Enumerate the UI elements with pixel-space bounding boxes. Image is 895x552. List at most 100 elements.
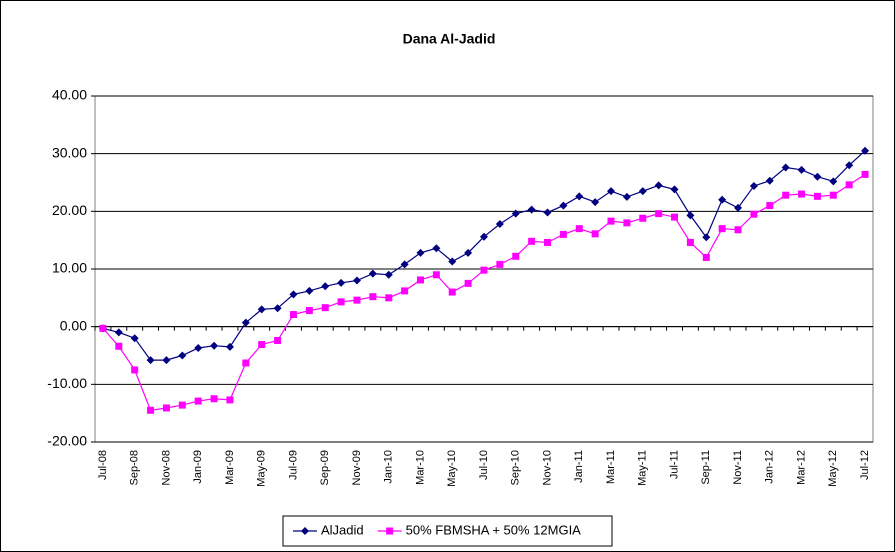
marker — [527, 205, 536, 214]
marker — [273, 304, 282, 313]
marker — [734, 226, 742, 234]
x-tick-label: May-12 — [827, 450, 839, 487]
marker — [464, 279, 472, 287]
marker — [386, 527, 394, 535]
marker — [544, 238, 552, 246]
marker — [258, 341, 266, 349]
marker — [289, 311, 297, 319]
x-tick-label: Jul-12 — [859, 450, 871, 480]
marker — [765, 176, 774, 185]
marker — [194, 397, 202, 405]
marker — [639, 214, 647, 222]
x-tick-label: Mar-09 — [224, 450, 236, 485]
marker — [622, 192, 631, 201]
marker — [829, 191, 837, 199]
marker — [781, 163, 790, 172]
marker — [147, 406, 155, 414]
x-tick-label: May-09 — [256, 450, 268, 487]
marker — [559, 201, 568, 210]
marker — [749, 181, 758, 190]
marker — [241, 318, 250, 327]
x-tick-label: May-10 — [446, 450, 458, 487]
marker — [495, 220, 504, 229]
x-tick-label: Mar-10 — [414, 450, 426, 485]
marker — [559, 230, 567, 238]
marker — [654, 181, 663, 190]
marker — [575, 225, 583, 233]
marker — [623, 219, 631, 227]
marker — [162, 404, 170, 412]
marker — [301, 527, 309, 535]
legend-label: 50% FBMSHA + 50% 12MGIA — [406, 522, 582, 537]
marker — [702, 233, 711, 242]
marker — [480, 266, 488, 274]
marker — [337, 298, 345, 306]
marker — [813, 192, 821, 200]
legend-label: AlJadid — [321, 522, 364, 537]
marker — [845, 161, 854, 170]
marker — [638, 187, 647, 196]
marker — [496, 260, 504, 268]
marker — [194, 344, 203, 353]
marker — [242, 359, 250, 367]
marker — [352, 276, 361, 285]
marker — [512, 252, 520, 260]
marker — [99, 324, 107, 332]
x-tick-label: Sep-08 — [129, 450, 141, 485]
x-tick-label: Mar-11 — [605, 450, 617, 484]
chart-title: Dana Al-Jadid — [403, 31, 496, 47]
y-tick-label: -10.00 — [47, 375, 87, 391]
marker — [607, 217, 615, 225]
marker — [750, 210, 758, 218]
y-tick-label: 40.00 — [52, 87, 87, 103]
x-tick-label: Jan-10 — [383, 450, 395, 484]
marker — [829, 177, 838, 186]
marker — [766, 202, 774, 210]
marker — [591, 198, 600, 207]
marker — [845, 181, 853, 189]
marker — [718, 225, 726, 233]
marker — [607, 187, 616, 196]
legend-box — [282, 515, 613, 547]
marker — [114, 328, 123, 337]
marker — [480, 232, 488, 241]
marker — [210, 341, 219, 350]
legend: AlJadid 50% FBMSHA + 50% 12MGIA — [282, 515, 613, 547]
y-tick-label: -20.00 — [47, 433, 87, 449]
marker — [718, 195, 727, 204]
x-tick-label: Nov-10 — [541, 450, 553, 485]
marker — [178, 401, 186, 409]
marker — [702, 253, 710, 261]
x-tick-label: Jul-11 — [668, 450, 680, 479]
marker — [686, 211, 695, 220]
x-tick-label: Jan-09 — [192, 450, 204, 484]
marker — [448, 257, 457, 266]
marker — [210, 395, 218, 403]
marker — [432, 244, 441, 253]
marker — [162, 356, 171, 365]
x-tick-label: Jan-12 — [764, 450, 776, 484]
x-tick-label: May-11 — [637, 450, 649, 486]
x-tick-label: Jul-08 — [97, 450, 109, 480]
marker — [797, 165, 806, 174]
x-tick-label: Nov-08 — [160, 450, 172, 485]
marker — [782, 191, 790, 199]
marker — [416, 276, 424, 284]
marker — [591, 230, 599, 238]
marker — [686, 238, 694, 246]
marker — [543, 208, 552, 217]
marker — [448, 288, 456, 296]
marker — [734, 203, 743, 212]
marker — [257, 305, 266, 314]
marker — [353, 296, 361, 304]
x-tick-label: Sep-10 — [510, 450, 522, 485]
marker — [655, 210, 663, 218]
marker — [861, 146, 870, 155]
x-tick-label: Jul-09 — [287, 450, 299, 480]
marker — [798, 190, 806, 198]
marker — [321, 304, 329, 312]
marker — [416, 248, 425, 257]
x-tick-label: Jan-11 — [573, 450, 585, 483]
marker — [671, 213, 679, 221]
marker — [337, 278, 346, 287]
